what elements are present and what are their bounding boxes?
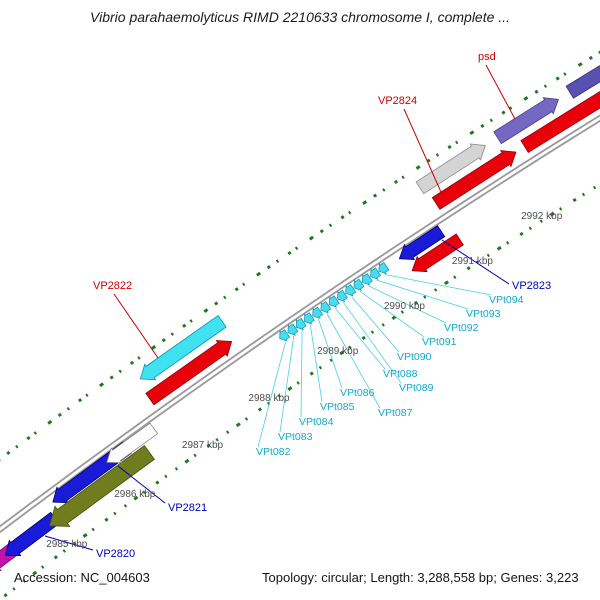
gene-leader-vp2820	[44, 535, 94, 551]
ruler-label-2989: 2989 kbp	[317, 346, 359, 357]
ruler-label-2987: 2987 kbp	[182, 440, 224, 451]
trna-label-vpt093[interactable]: VPt093	[466, 308, 501, 320]
trna-label-vpt089[interactable]: VPt089	[399, 382, 434, 394]
map-title: Vibrio parahaemolyticus RIMD 2210633 chr…	[90, 9, 510, 25]
trna-label-vpt087[interactable]: VPt087	[378, 407, 413, 419]
trna-arrow-vpt090[interactable]	[342, 283, 357, 298]
trna-label-vpt083[interactable]: VPt083	[278, 431, 313, 443]
trna-leader-vpt092	[367, 285, 447, 324]
trna-arrow-vpt083[interactable]	[285, 323, 299, 338]
ruler-label-2985: 2985 kbp	[46, 539, 88, 550]
trna-label-vpt085[interactable]: VPt085	[320, 401, 355, 413]
trna-leader-vpt091	[359, 290, 425, 338]
gene-arrow-psd[interactable]	[492, 91, 563, 145]
trna-arrow-vpt087[interactable]	[318, 300, 332, 315]
gene-label-vp2820[interactable]: VP2820	[96, 548, 135, 560]
leader-layer	[44, 64, 516, 551]
trna-leader-vpt090	[351, 296, 400, 353]
trna-leader-vpt093	[376, 279, 469, 310]
trna-arrow-vpt084[interactable]	[293, 317, 307, 332]
trna-arrow-vpt091[interactable]	[351, 278, 365, 293]
gene-layer	[0, 32, 600, 571]
gene-leader-vp2821	[117, 465, 166, 504]
gene-label-vp2823[interactable]: VP2823	[512, 280, 551, 292]
trna-label-vpt090[interactable]: VPt090	[397, 351, 432, 363]
gene-label-vp2822[interactable]: VP2822	[93, 280, 132, 292]
arc-layer	[0, 50, 600, 600]
trna-leader-vpt087	[326, 313, 381, 409]
trna-arrow-vpt082[interactable]	[276, 328, 291, 343]
gene-leader-vp2822	[113, 293, 159, 359]
trna-label-vpt091[interactable]: VPt091	[422, 336, 457, 348]
footer-accession: Accession: NC_004603	[14, 570, 150, 585]
trna-leader-vpt088	[334, 307, 386, 370]
trna-label-vpt088[interactable]: VPt088	[383, 368, 418, 380]
gene-arrow-vp2820-blue[interactable]	[0, 510, 61, 562]
gene-arrow-red-top-right[interactable]	[520, 54, 600, 154]
trna-arrow-vpt092[interactable]	[359, 272, 373, 287]
trna-leader-vpt082	[257, 341, 286, 448]
trna-leader-vpt086	[318, 318, 343, 389]
gene-label-psd[interactable]: psd	[478, 51, 496, 63]
gene-leader-vp2824	[403, 108, 442, 193]
trna-arrow-vpt088[interactable]	[326, 295, 340, 310]
trna-leader-vpt094	[384, 274, 492, 296]
trna-label-vpt082[interactable]: VPt082	[256, 446, 291, 458]
trna-leader-vpt083	[279, 336, 295, 433]
trna-arrow-vpt085[interactable]	[301, 311, 315, 326]
gene-arrow-vp2823-blue[interactable]	[394, 224, 446, 267]
trna-label-vpt084[interactable]: VPt084	[299, 416, 334, 428]
trna-leader-vpt084	[300, 330, 303, 418]
gene-arrow-vp2822-cyan[interactable]	[135, 313, 228, 386]
ruler-label-2991: 2991 kbp	[452, 256, 494, 267]
ruler-label-2992: 2992 kbp	[521, 211, 563, 222]
trna-leader-vpt085	[309, 324, 323, 403]
trna-label-vpt086[interactable]: VPt086	[340, 387, 375, 399]
gene-leader-psd	[485, 64, 516, 120]
tick-arc-outer	[0, 50, 600, 462]
gene-label-vp2824[interactable]: VP2824	[378, 95, 417, 107]
footer-topology: Topology: circular; Length: 3,288,558 bp…	[262, 570, 579, 585]
gene-arrow-olive[interactable]	[42, 442, 157, 536]
trna-arrow-vpt089[interactable]	[334, 289, 348, 304]
gene-arrow-vp2823-red[interactable]	[407, 232, 465, 278]
gene-arrow-vp2824-gray[interactable]	[415, 137, 491, 195]
ruler-label-2990: 2990 kbp	[384, 301, 426, 312]
ruler-label-2988: 2988 kbp	[248, 393, 290, 404]
trna-arrow-vpt094[interactable]	[376, 261, 390, 276]
gene-arrow-white-open[interactable]	[102, 421, 160, 470]
gene-arrow-purple-top-right[interactable]	[565, 32, 600, 100]
gene-label-vp2821[interactable]: VP2821	[168, 502, 207, 514]
trna-label-vpt092[interactable]: VPt092	[444, 322, 479, 334]
gene-arrow-vp2824-red[interactable]	[431, 144, 521, 211]
gene-leader-vp2823	[441, 239, 510, 285]
trna-arrow-vpt093[interactable]	[367, 267, 382, 282]
trna-leader-vpt089	[342, 302, 402, 384]
gene-arrow-vp2822-red[interactable]	[144, 334, 237, 407]
trna-arrow-vpt086[interactable]	[309, 306, 324, 321]
trna-label-vpt094[interactable]: VPt094	[489, 294, 524, 306]
ruler-label-2986: 2986 kbp	[114, 489, 156, 500]
backbone-gap	[0, 116, 600, 531]
